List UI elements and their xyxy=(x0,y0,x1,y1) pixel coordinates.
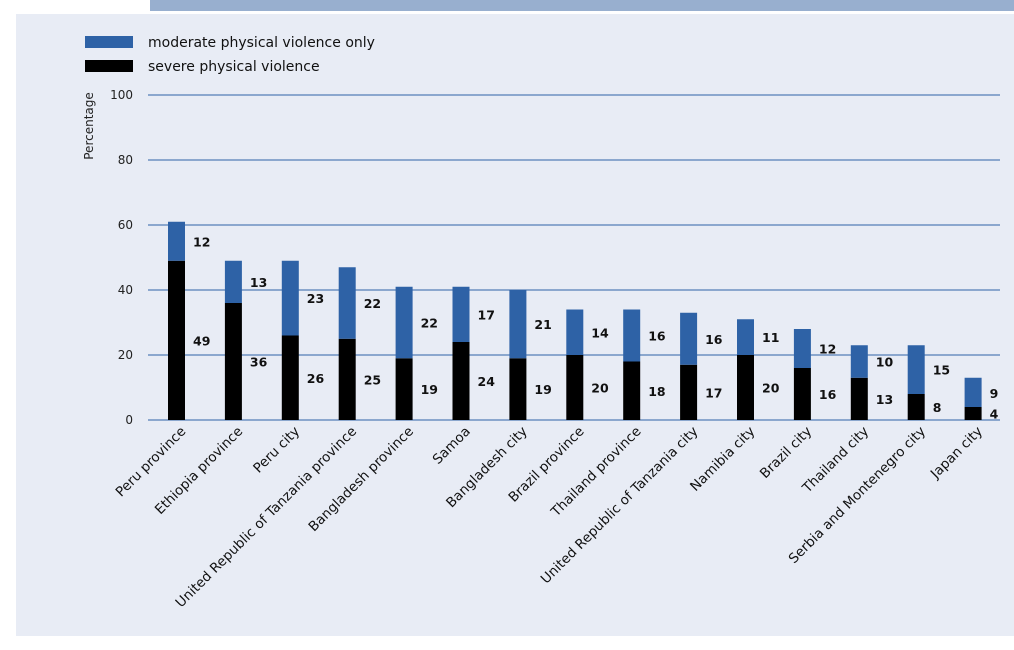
bar-severe-6 xyxy=(509,358,527,420)
value-label-severe-8: 18 xyxy=(648,384,665,399)
value-label-severe-1: 36 xyxy=(250,355,268,370)
y-axis-ticks: 0 20 40 60 80 100 xyxy=(110,88,133,427)
y-tick-label-0: 0 xyxy=(125,413,133,427)
bar-severe-1 xyxy=(224,303,242,420)
bar-moderate-11 xyxy=(793,329,811,368)
bar-moderate-4 xyxy=(395,286,413,359)
value-label-severe-11: 16 xyxy=(819,387,837,402)
value-label-moderate-0: 12 xyxy=(193,234,210,249)
value-label-severe-6: 19 xyxy=(534,382,551,397)
bar-severe-8 xyxy=(623,361,641,420)
value-label-moderate-1: 13 xyxy=(250,275,267,290)
bar-severe-10 xyxy=(737,355,754,420)
bar-moderate-9 xyxy=(680,312,698,365)
value-label-severe-7: 20 xyxy=(591,381,609,396)
value-label-moderate-6: 21 xyxy=(534,317,551,332)
legend-swatch-severe xyxy=(85,60,133,72)
y-tick-label-20: 20 xyxy=(118,348,133,362)
value-label-moderate-11: 12 xyxy=(819,342,836,357)
y-axis-label: Percentage xyxy=(82,92,96,160)
bar-moderate-14 xyxy=(964,377,982,407)
legend-label-moderate: moderate physical violence only xyxy=(148,35,375,51)
value-label-severe-9: 17 xyxy=(705,385,722,400)
bar-moderate-13 xyxy=(907,345,925,394)
bar-severe-2 xyxy=(281,335,299,420)
legend: moderate physical violence only severe p… xyxy=(85,35,375,75)
bar-severe-5 xyxy=(452,342,470,420)
bar-severe-9 xyxy=(680,364,698,420)
bars xyxy=(168,221,982,420)
value-label-severe-5: 24 xyxy=(478,374,496,389)
y-tick-label-60: 60 xyxy=(118,218,133,232)
bar-moderate-3 xyxy=(338,267,356,339)
bar-moderate-5 xyxy=(452,286,470,342)
bar-moderate-10 xyxy=(737,319,754,355)
bar-severe-13 xyxy=(907,394,925,420)
value-label-severe-10: 20 xyxy=(762,381,780,396)
bar-severe-14 xyxy=(964,407,982,420)
bar-severe-3 xyxy=(338,338,356,420)
category-label-11: Brazil city xyxy=(757,424,815,482)
bar-severe-11 xyxy=(793,368,811,420)
value-label-moderate-10: 11 xyxy=(762,330,779,345)
value-label-moderate-7: 14 xyxy=(591,325,609,340)
bar-severe-4 xyxy=(395,358,413,420)
bar-moderate-12 xyxy=(850,345,868,378)
bar-severe-12 xyxy=(850,377,868,420)
bar-severe-0 xyxy=(168,260,185,420)
bar-moderate-8 xyxy=(623,309,641,362)
value-label-severe-14: 4 xyxy=(990,407,999,422)
value-label-moderate-13: 15 xyxy=(933,363,950,378)
value-label-severe-13: 8 xyxy=(933,400,942,415)
value-label-moderate-9: 16 xyxy=(705,332,723,347)
bar-severe-7 xyxy=(566,355,584,420)
category-label-5: Samoa xyxy=(430,424,474,468)
y-tick-label-40: 40 xyxy=(118,283,133,297)
value-label-severe-2: 26 xyxy=(307,371,325,386)
y-tick-label-80: 80 xyxy=(118,153,133,167)
value-label-moderate-12: 10 xyxy=(876,355,894,370)
value-label-moderate-4: 22 xyxy=(421,316,438,331)
value-labels: 1249133623262225221917242119142016181617… xyxy=(193,234,999,421)
legend-label-severe: severe physical violence xyxy=(148,59,320,75)
value-label-moderate-3: 22 xyxy=(364,296,381,311)
y-tick-label-100: 100 xyxy=(110,88,133,102)
bar-moderate-0 xyxy=(168,221,185,261)
value-label-moderate-2: 23 xyxy=(307,291,324,306)
value-label-severe-3: 25 xyxy=(364,372,381,387)
value-label-moderate-8: 16 xyxy=(648,329,666,344)
category-label-14: Japan city xyxy=(927,424,986,483)
bar-moderate-1 xyxy=(224,260,242,303)
category-label-2: Peru city xyxy=(250,424,303,477)
bar-moderate-2 xyxy=(281,260,299,336)
bar-moderate-6 xyxy=(509,290,527,359)
header-band xyxy=(150,0,1014,11)
category-label-4: Bangladesh province xyxy=(306,424,417,535)
value-label-severe-12: 13 xyxy=(876,392,893,407)
value-label-moderate-5: 17 xyxy=(478,307,495,322)
legend-swatch-moderate xyxy=(85,36,133,48)
bar-moderate-7 xyxy=(566,309,584,355)
value-label-severe-4: 19 xyxy=(421,382,438,397)
value-label-moderate-14: 9 xyxy=(990,386,999,401)
value-label-severe-0: 49 xyxy=(193,333,210,348)
